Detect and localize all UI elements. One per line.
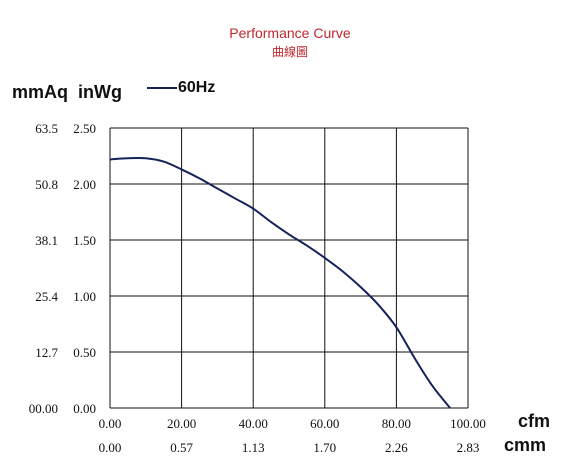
y-tick-label-primary: 2.50 (73, 121, 96, 136)
x-tick-label-primary: 20.00 (167, 416, 196, 431)
y-axis-label-secondary: inWg (78, 82, 122, 102)
x-ticks: 0.00 0.00 20.00 0.57 40.00 1.13 60.00 1.70 80.00… (99, 416, 486, 455)
x-tick-label-secondary: 0.00 (99, 440, 122, 455)
y-tick-label-secondary: 00.00 (29, 401, 58, 416)
y-tick-label-secondary: 12.7 (35, 345, 58, 360)
chart-title: Performance Curve (229, 25, 351, 41)
y-tick-label-secondary: 25.4 (35, 289, 58, 304)
series-group (109, 156, 451, 409)
series-line-60hz (109, 156, 451, 409)
y-axis-label-primary: mmAq (12, 82, 68, 102)
legend-label-60hz: 60Hz (178, 79, 215, 96)
y-tick-label-secondary: 63.5 (35, 121, 58, 136)
y-tick-label-primary: 0.00 (73, 401, 96, 416)
y-tick-label-secondary: 38.1 (35, 233, 58, 248)
x-tick-label-secondary: 0.57 (170, 440, 193, 455)
x-tick-label-primary: 80.00 (382, 416, 411, 431)
grid (109, 127, 469, 409)
y-tick-label-primary: 2.00 (73, 177, 96, 192)
x-tick-label-primary: 0.00 (99, 416, 122, 431)
chart-subtitle: 曲線圖 (272, 44, 308, 59)
y-tick-label-secondary: 50.8 (35, 177, 58, 192)
y-ticks: 00.00 0.00 12.7 0.50 25.4 1.00 38.1 1.50 50.8 2.0… (29, 121, 96, 416)
x-tick-label-primary: 60.00 (310, 416, 339, 431)
x-tick-label-primary: 100.00 (450, 416, 486, 431)
y-tick-label-primary: 0.50 (73, 345, 96, 360)
x-axis-label-secondary: cmm (504, 435, 546, 455)
y-tick-label-primary: 1.50 (73, 233, 96, 248)
x-tick-label-primary: 40.00 (239, 416, 268, 431)
x-tick-label-secondary: 2.26 (385, 440, 408, 455)
y-tick-label-primary: 1.00 (73, 289, 96, 304)
x-axis-label-primary: cfm (518, 411, 550, 431)
x-tick-label-secondary: 2.83 (457, 440, 480, 455)
x-tick-label-secondary: 1.70 (313, 440, 336, 455)
x-tick-label-secondary: 1.13 (242, 440, 265, 455)
